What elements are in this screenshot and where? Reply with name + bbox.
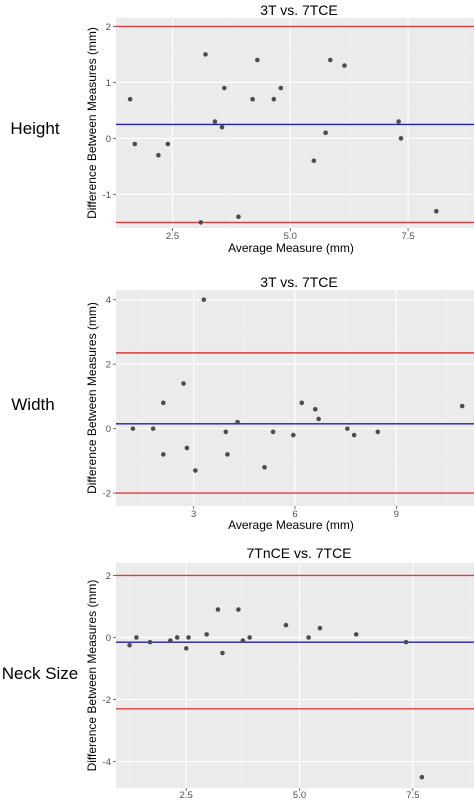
x-tick-label: 6 bbox=[292, 509, 297, 520]
data-point bbox=[235, 419, 240, 425]
data-point bbox=[342, 63, 347, 68]
data-point bbox=[291, 432, 296, 438]
y-tick-label: 4 bbox=[106, 295, 111, 306]
data-point bbox=[375, 429, 381, 435]
y-axis-label: Difference Between Measures (mm) bbox=[85, 302, 99, 494]
chart-title: 3T vs. 7TCE bbox=[260, 274, 338, 290]
y-tick-label: 0 bbox=[106, 633, 111, 644]
chart-title: 3T vs. 7TCE bbox=[260, 2, 338, 18]
data-point bbox=[240, 638, 246, 643]
y-tick-label: -1 bbox=[103, 190, 111, 201]
y-tick-label: 2 bbox=[106, 571, 111, 582]
data-point bbox=[283, 622, 289, 628]
data-point bbox=[306, 635, 311, 640]
data-point bbox=[220, 650, 225, 656]
data-point bbox=[345, 426, 350, 431]
data-point bbox=[262, 465, 267, 470]
x-tick-label: 3 bbox=[191, 509, 196, 520]
data-point bbox=[130, 426, 136, 431]
x-tick-label: 5.0 bbox=[293, 790, 306, 801]
data-point bbox=[419, 774, 425, 780]
data-point bbox=[160, 452, 166, 457]
row-label: Height bbox=[10, 119, 59, 138]
data-point bbox=[168, 638, 173, 643]
data-point bbox=[193, 468, 198, 473]
y-tick-label: -2 bbox=[103, 695, 111, 706]
data-point bbox=[150, 426, 156, 431]
data-point bbox=[134, 635, 139, 640]
data-point bbox=[156, 152, 161, 158]
y-tick-label: -2 bbox=[103, 489, 111, 500]
data-point bbox=[198, 220, 204, 225]
x-tick-label: 7.5 bbox=[406, 790, 419, 801]
data-point bbox=[127, 96, 133, 102]
data-point bbox=[127, 642, 132, 648]
y-tick-label: 2 bbox=[106, 360, 111, 371]
data-point bbox=[236, 214, 241, 220]
data-point bbox=[271, 96, 277, 102]
data-point bbox=[225, 452, 230, 457]
x-tick-label: 5.0 bbox=[284, 231, 297, 242]
x-tick-label: 2.5 bbox=[180, 790, 193, 801]
data-point bbox=[132, 141, 138, 147]
y-tick-label: 2 bbox=[106, 22, 111, 33]
x-tick-label: 7.5 bbox=[401, 231, 414, 242]
data-point bbox=[183, 646, 189, 651]
data-point bbox=[255, 57, 260, 63]
data-point bbox=[204, 632, 209, 637]
data-point bbox=[311, 158, 317, 164]
data-point bbox=[353, 632, 359, 637]
row-label: Neck Size bbox=[2, 664, 79, 683]
x-axis-label: Average Measure (mm) bbox=[228, 241, 354, 255]
data-point bbox=[317, 625, 323, 631]
data-point bbox=[236, 607, 241, 612]
data-point bbox=[299, 400, 305, 406]
data-point bbox=[212, 119, 218, 124]
data-point bbox=[184, 445, 190, 451]
data-point bbox=[434, 208, 439, 214]
data-point bbox=[270, 429, 276, 435]
data-point bbox=[203, 52, 208, 57]
y-axis-label: Difference Between Measures (mm) bbox=[85, 27, 99, 219]
y-tick-label: -4 bbox=[103, 757, 111, 768]
data-point bbox=[219, 124, 225, 130]
data-point bbox=[186, 635, 191, 640]
y-tick-label: 0 bbox=[106, 134, 111, 145]
chart-title: 7TnCE vs. 7TCE bbox=[246, 545, 351, 561]
data-point bbox=[278, 85, 284, 91]
data-point bbox=[328, 57, 333, 63]
data-point bbox=[147, 639, 153, 645]
data-point bbox=[222, 85, 227, 91]
data-point bbox=[223, 429, 229, 435]
data-point bbox=[398, 136, 404, 141]
data-point bbox=[160, 400, 166, 406]
data-point bbox=[174, 635, 180, 640]
data-point bbox=[181, 381, 186, 386]
data-point bbox=[165, 141, 171, 147]
y-tick-label: 1 bbox=[106, 78, 111, 89]
data-point bbox=[316, 416, 321, 422]
data-point bbox=[201, 297, 207, 302]
x-axis-label: Average Measure (mm) bbox=[228, 518, 354, 532]
data-point bbox=[459, 403, 465, 409]
plot-panel-1 bbox=[116, 18, 474, 228]
data-point bbox=[250, 96, 255, 102]
data-point bbox=[351, 432, 357, 438]
data-point bbox=[323, 130, 328, 136]
x-tick-label: 9 bbox=[394, 509, 399, 520]
row-label: Width bbox=[11, 395, 54, 414]
data-point bbox=[215, 607, 221, 612]
data-point bbox=[403, 639, 409, 645]
plot-panel-3 bbox=[116, 563, 474, 788]
data-point bbox=[247, 635, 252, 640]
y-axis-label: Difference Between Measures (mm) bbox=[85, 580, 99, 772]
y-tick-label: 0 bbox=[106, 424, 111, 435]
x-tick-label: 2.5 bbox=[166, 231, 179, 242]
data-point bbox=[312, 406, 318, 412]
data-point bbox=[396, 119, 401, 124]
